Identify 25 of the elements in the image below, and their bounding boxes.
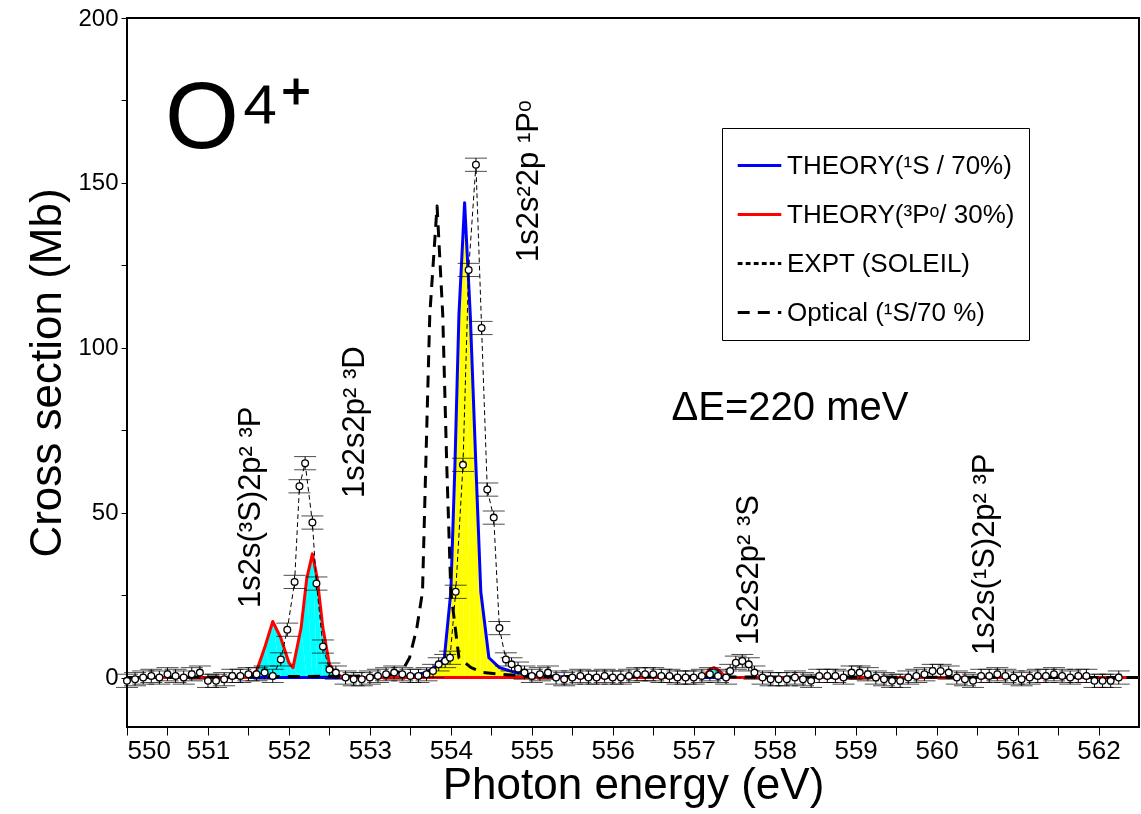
annotation: O⁴⁺ [165, 62, 312, 168]
annotation: ΔE=220 meV [671, 384, 909, 428]
x-tick-label: 561 [996, 734, 1040, 765]
y-tick-label: 100 [78, 333, 119, 361]
x-tick-label: 560 [915, 734, 959, 765]
annotation: 1s2s2p² ³S [730, 495, 765, 645]
y-tick-label: 150 [78, 168, 119, 196]
legend-label: THEORY(³Pᵒ/ 30%) [787, 198, 1015, 229]
y-tick-label: 50 [91, 498, 119, 526]
x-tick-label: 552 [267, 734, 312, 765]
x-tick-label: 559 [834, 734, 878, 765]
x-tick-label: 550 [127, 734, 171, 765]
annotation: 1s2s(¹S)2p² ³P [966, 453, 1001, 655]
y-tick-label: 200 [78, 3, 119, 31]
x-tick-label: 553 [348, 734, 393, 765]
x-tick-label: 551 [186, 734, 231, 765]
annotation: 1s2s²2p ¹Pᵒ [510, 100, 545, 262]
y-tick-label: 0 [105, 663, 119, 691]
legend-label: Optical (¹S/70 %) [787, 296, 985, 327]
annotation: 1s2s2p² ³D [336, 346, 371, 498]
x-tick-label: 562 [1077, 734, 1121, 765]
annotation: 1s2s(³S)2p² ³P [232, 406, 267, 608]
legend-label: EXPT (SOLEIL) [787, 247, 971, 278]
y-axis-title: Cross section (Mb) [21, 188, 71, 558]
legend-label: THEORY(¹S / 70%) [787, 149, 1012, 180]
